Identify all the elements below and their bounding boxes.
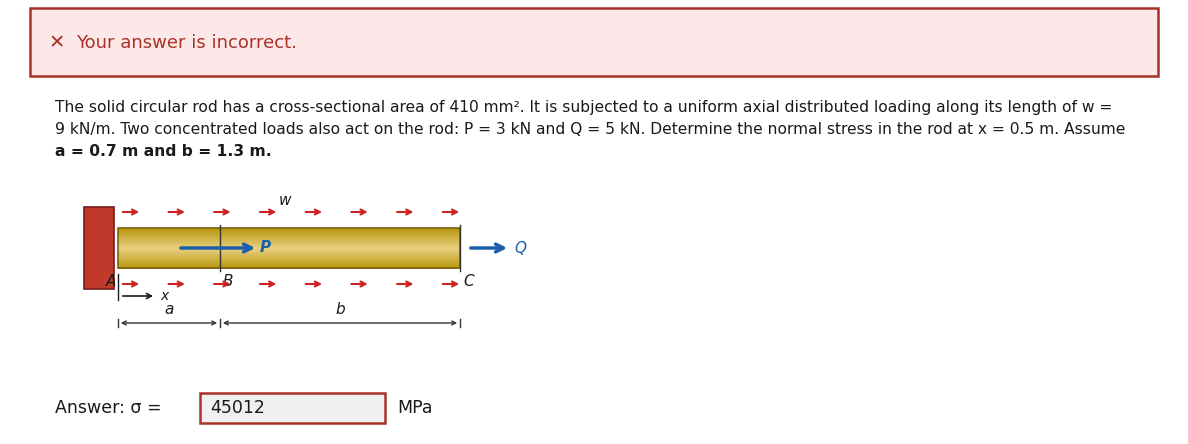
- Text: b: b: [335, 302, 345, 317]
- Bar: [118, 239, 460, 241]
- Text: 45012: 45012: [210, 399, 265, 417]
- Bar: [118, 257, 460, 258]
- Bar: [118, 244, 460, 245]
- Text: B: B: [223, 274, 234, 289]
- Bar: [118, 231, 460, 232]
- Bar: [118, 267, 460, 269]
- Bar: [118, 242, 460, 243]
- Bar: [118, 262, 460, 264]
- Bar: [118, 235, 460, 237]
- Bar: [118, 261, 460, 262]
- Bar: [118, 242, 460, 243]
- Bar: [118, 263, 460, 265]
- Bar: [118, 228, 460, 268]
- Bar: [118, 245, 460, 246]
- Text: x: x: [160, 289, 169, 303]
- Bar: [118, 254, 460, 256]
- Bar: [118, 246, 460, 247]
- Bar: [118, 262, 460, 263]
- Bar: [118, 260, 460, 261]
- Bar: [118, 258, 460, 259]
- Bar: [118, 243, 460, 244]
- Bar: [118, 256, 460, 257]
- Text: A: A: [106, 274, 116, 289]
- Bar: [118, 251, 460, 252]
- Bar: [118, 268, 460, 269]
- Bar: [118, 264, 460, 265]
- Bar: [118, 240, 460, 242]
- Bar: [118, 257, 460, 258]
- Text: Your answer is incorrect.: Your answer is incorrect.: [76, 34, 297, 52]
- Text: w: w: [279, 193, 291, 208]
- Bar: [118, 247, 460, 248]
- Bar: [118, 238, 460, 239]
- Bar: [118, 229, 460, 230]
- Bar: [118, 244, 460, 246]
- Bar: [118, 259, 460, 260]
- Bar: [118, 235, 460, 236]
- Bar: [118, 258, 460, 260]
- Bar: [118, 248, 460, 250]
- Bar: [118, 234, 460, 235]
- Bar: [118, 237, 460, 238]
- Text: MPa: MPa: [397, 399, 432, 417]
- Bar: [118, 252, 460, 253]
- Bar: [118, 265, 460, 266]
- Text: C: C: [463, 274, 474, 289]
- Bar: [118, 253, 460, 254]
- Bar: [118, 266, 460, 267]
- Bar: [118, 239, 460, 240]
- Bar: [118, 246, 460, 247]
- Bar: [118, 267, 460, 268]
- Bar: [118, 265, 460, 266]
- Bar: [84, 207, 114, 289]
- Bar: [118, 254, 460, 255]
- Bar: [118, 228, 460, 229]
- Bar: [118, 255, 460, 256]
- Bar: [118, 238, 460, 239]
- Bar: [200, 393, 385, 423]
- Text: Q: Q: [514, 241, 526, 255]
- Text: a = 0.7 m and b = 1.3 m.: a = 0.7 m and b = 1.3 m.: [55, 144, 272, 159]
- Bar: [118, 241, 460, 242]
- Bar: [118, 232, 460, 233]
- Text: ✕: ✕: [49, 33, 65, 52]
- Bar: [118, 236, 460, 237]
- Text: Answer: σ =: Answer: σ =: [55, 399, 162, 417]
- Bar: [118, 233, 460, 234]
- Bar: [118, 249, 460, 250]
- Bar: [118, 261, 460, 262]
- Bar: [118, 252, 460, 254]
- Text: P: P: [260, 239, 271, 254]
- Text: The solid circular rod has a cross-sectional area of 410 mm². It is subjected to: The solid circular rod has a cross-secti…: [55, 100, 1112, 115]
- Bar: [30, 8, 1158, 76]
- Text: a: a: [164, 302, 173, 317]
- Bar: [118, 230, 460, 231]
- Bar: [118, 250, 460, 252]
- Bar: [118, 248, 460, 249]
- Bar: [118, 231, 460, 233]
- Bar: [118, 250, 460, 251]
- Text: 9 kN/m. Two concentrated loads also act on the rod: P = 3 kN and Q = 5 kN. Deter: 9 kN/m. Two concentrated loads also act …: [55, 122, 1125, 137]
